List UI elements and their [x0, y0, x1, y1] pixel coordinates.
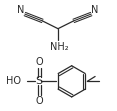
Text: HO: HO	[6, 76, 21, 86]
Text: N: N	[91, 5, 99, 15]
Text: NH₂: NH₂	[50, 42, 68, 52]
Text: O: O	[36, 96, 43, 106]
Text: N: N	[17, 5, 25, 15]
Text: O: O	[36, 57, 43, 67]
Text: S: S	[35, 76, 42, 86]
